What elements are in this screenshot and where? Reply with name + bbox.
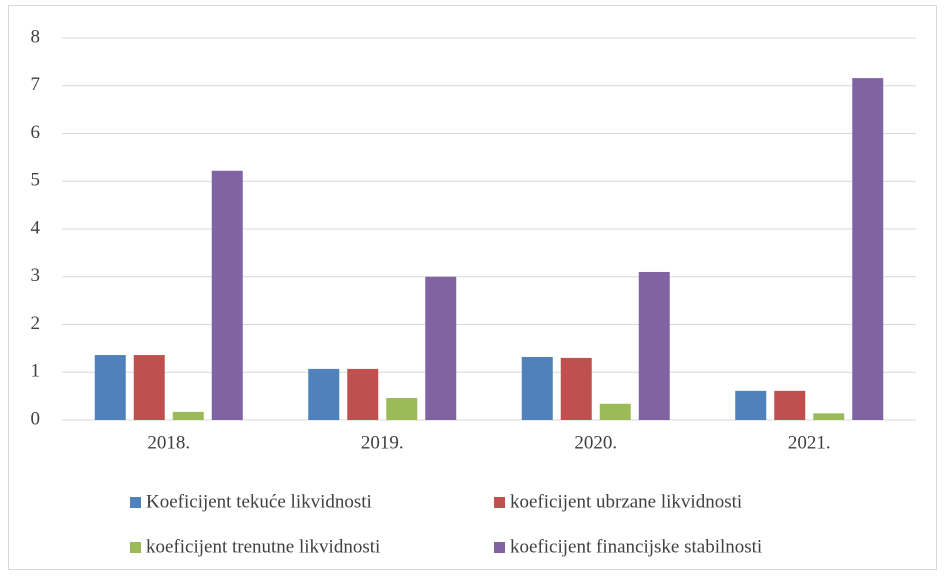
bar (638, 271, 670, 420)
bar (813, 413, 845, 420)
legend-swatch (130, 542, 141, 553)
bar (172, 411, 204, 420)
x-tick-label: 2021. (788, 432, 831, 453)
bar (347, 368, 379, 420)
bar (211, 170, 243, 420)
bar (774, 390, 806, 420)
bar (521, 356, 553, 420)
y-tick-label: 0 (31, 408, 41, 429)
legend-label: Koeficijent tekuće likvidnosti (146, 491, 372, 512)
x-tick-label: 2020. (574, 432, 617, 453)
bar (94, 355, 126, 420)
legend-label: koeficijent financijske stabilnosti (510, 536, 762, 557)
bar (735, 390, 767, 420)
y-tick-label: 4 (31, 217, 41, 238)
legend-swatch (494, 542, 505, 553)
bar (133, 355, 165, 420)
y-tick-label: 8 (31, 26, 41, 47)
x-tick-label: 2019. (361, 432, 404, 453)
bar (386, 398, 418, 420)
bar (852, 78, 884, 421)
bar (308, 368, 340, 420)
legend-label: koeficijent ubrzane likvidnosti (510, 491, 742, 512)
bar (560, 357, 592, 420)
chart-frame (8, 5, 937, 570)
y-tick-label: 2 (31, 313, 41, 334)
y-tick-label: 6 (31, 122, 41, 143)
x-tick-label: 2018. (147, 432, 190, 453)
legend-swatch (494, 497, 505, 508)
y-tick-label: 7 (31, 74, 41, 95)
y-tick-label: 5 (31, 170, 41, 191)
y-tick-label: 3 (31, 265, 41, 286)
bar (425, 276, 457, 420)
bar (599, 403, 631, 420)
y-tick-label: 1 (31, 361, 41, 382)
legend-swatch (130, 497, 141, 508)
legend-label: koeficijent trenutne likvidnosti (146, 536, 380, 557)
